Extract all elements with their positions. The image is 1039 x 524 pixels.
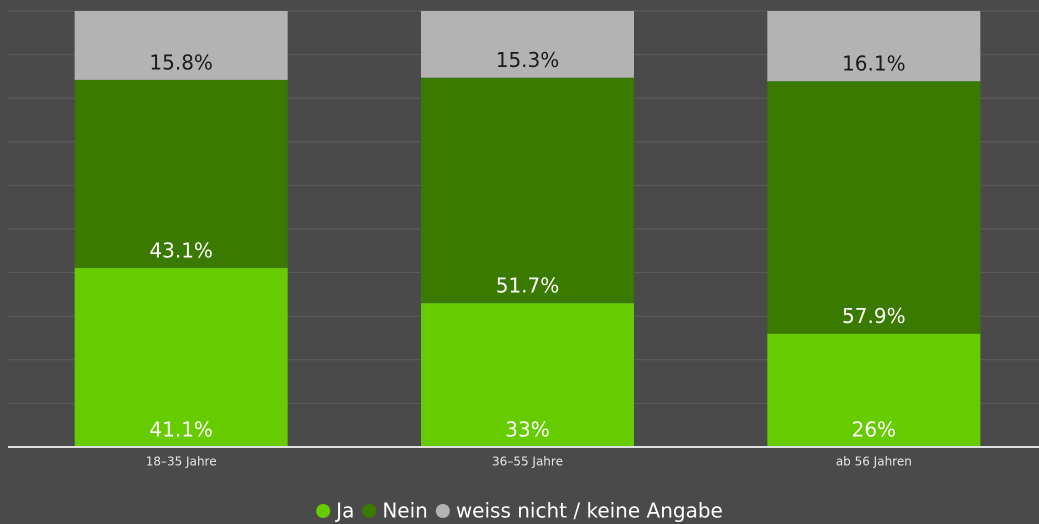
- bar-segment: [767, 81, 981, 334]
- value-label: 26%: [852, 418, 896, 442]
- bar-segment: [767, 333, 981, 447]
- value-label: 51.7%: [496, 274, 560, 298]
- value-label: 15.8%: [149, 50, 213, 74]
- legend-label: Nein: [382, 499, 428, 523]
- value-label: 57.9%: [842, 304, 906, 328]
- legend-label: weiss nicht / keine Angabe: [456, 499, 723, 523]
- x-tick-label: 18–35 Jahre: [146, 455, 217, 469]
- legend-marker: [362, 504, 377, 518]
- legend-marker: [316, 504, 331, 518]
- bar-segment: [421, 303, 634, 447]
- bar-segment: [421, 11, 634, 78]
- value-label: 15.3%: [496, 48, 560, 72]
- bar-segment: [74, 79, 288, 268]
- value-label: 41.1%: [149, 418, 213, 442]
- value-label: 43.1%: [149, 238, 213, 262]
- value-label: 16.1%: [842, 52, 906, 76]
- bar-segment: [767, 11, 981, 82]
- x-tick-label: ab 56 Jahren: [836, 455, 912, 469]
- legend-marker: [435, 504, 450, 518]
- legend-label: Ja: [334, 499, 354, 523]
- bar-segment: [421, 77, 634, 304]
- bar-segment: [74, 267, 288, 447]
- x-tick-label: 36–55 Jahre: [492, 455, 563, 469]
- value-label: 33%: [505, 418, 549, 442]
- bar-segment: [74, 11, 288, 80]
- legend: Ja Nein weiss nicht / keine Angabe: [316, 499, 723, 523]
